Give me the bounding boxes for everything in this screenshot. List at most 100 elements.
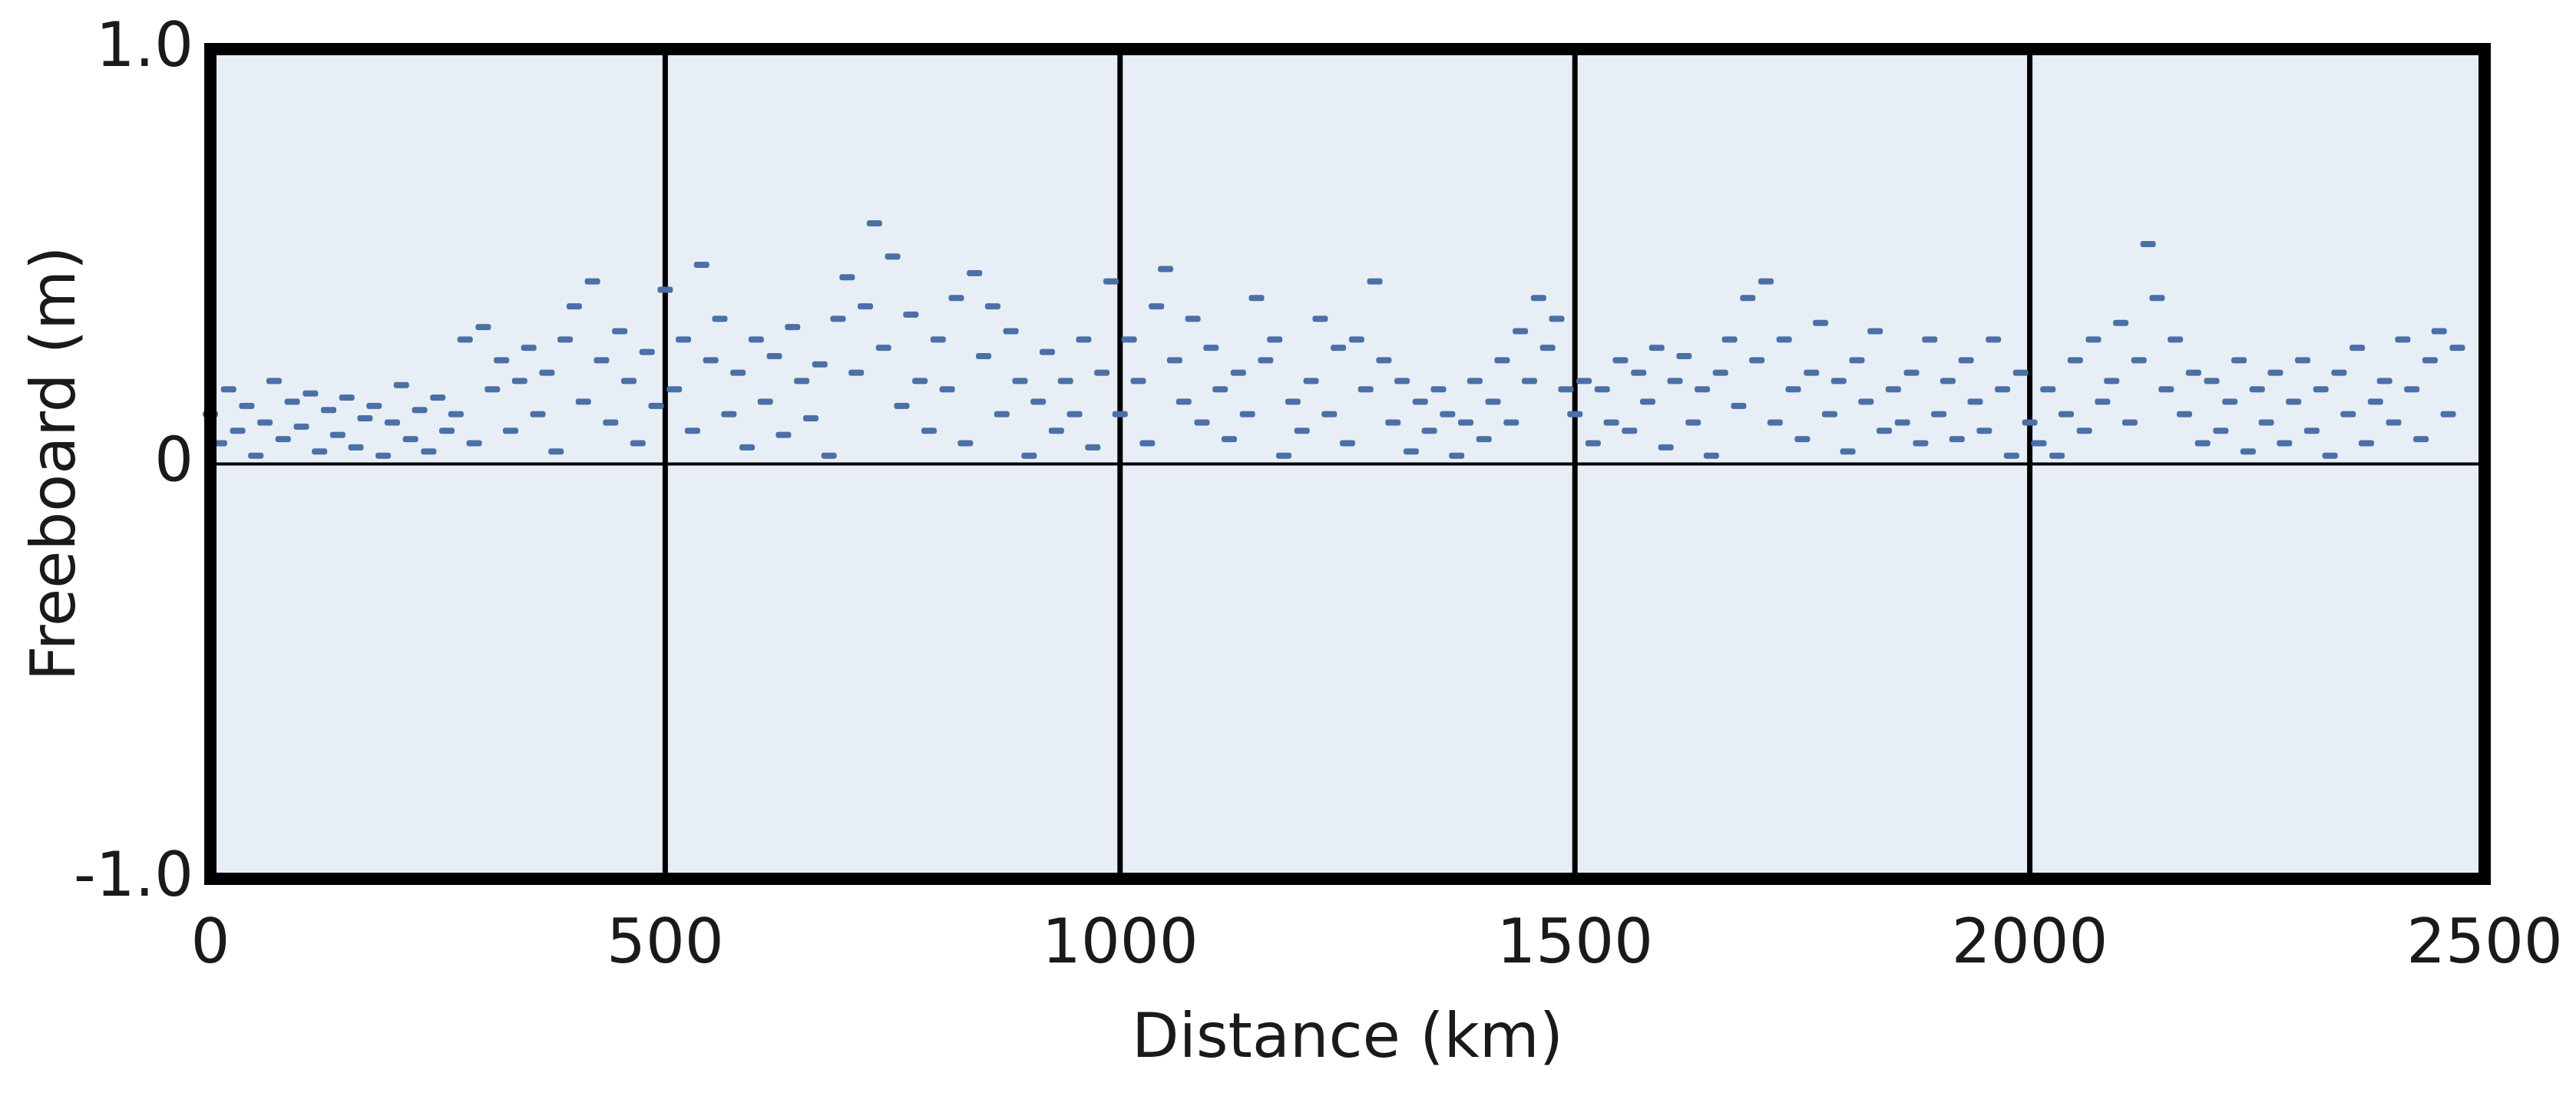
point (1785, 386, 1801, 393)
point (1530, 295, 1546, 302)
point (2303, 428, 2320, 434)
point (2322, 452, 2338, 459)
point (1085, 444, 1101, 451)
point (594, 357, 610, 364)
point (321, 407, 337, 414)
point (812, 361, 828, 368)
point (1467, 378, 1483, 385)
point (430, 395, 446, 401)
x-tick-label: 2500 (2406, 906, 2563, 977)
point (1048, 428, 1064, 434)
point (494, 357, 510, 364)
point (676, 336, 692, 343)
point (1303, 378, 1319, 385)
point (885, 253, 901, 260)
point (357, 415, 373, 422)
point (466, 440, 482, 447)
point (748, 336, 764, 343)
point (1594, 386, 1610, 393)
point (2076, 428, 2092, 434)
point (2204, 378, 2220, 385)
point (2240, 448, 2256, 455)
point (1103, 278, 1119, 285)
point (2121, 419, 2138, 426)
point (2113, 319, 2129, 326)
point (1285, 398, 1301, 405)
point (1121, 336, 1137, 343)
point (1758, 278, 1774, 285)
point (1030, 398, 1047, 405)
point (984, 303, 1000, 310)
point (721, 411, 737, 418)
point (1939, 378, 1956, 385)
x-tick-label: 2000 (1952, 906, 2108, 977)
point (557, 336, 574, 343)
point (2085, 336, 2101, 343)
point (412, 407, 428, 414)
point (1858, 398, 1874, 405)
point (348, 444, 364, 451)
y-tick-label: -1.0 (74, 839, 193, 910)
point (502, 428, 518, 434)
point (539, 369, 555, 376)
point (712, 315, 728, 322)
point (775, 431, 792, 438)
point (2249, 386, 2265, 393)
point (393, 381, 409, 388)
point (1494, 357, 1510, 364)
point (484, 386, 501, 393)
point (1003, 328, 1019, 335)
point (1040, 348, 1056, 355)
point (1149, 303, 1165, 310)
point (794, 378, 810, 385)
point (1176, 398, 1192, 405)
point (266, 378, 282, 385)
point (1539, 345, 1556, 352)
x-tick-label: 1500 (1496, 906, 1653, 977)
point (875, 345, 891, 352)
x-axis-label: Distance (km) (1132, 1000, 1563, 1071)
point (866, 220, 882, 227)
point (1367, 278, 1383, 285)
point (1685, 419, 1701, 426)
point (2404, 386, 2420, 393)
point (1794, 436, 1810, 443)
point (2222, 398, 2238, 405)
point (1239, 411, 1255, 418)
point (1321, 411, 1338, 418)
point (1331, 345, 1347, 352)
point (1567, 411, 1583, 418)
point (303, 390, 319, 397)
point (2131, 357, 2147, 364)
point (239, 402, 255, 409)
point (1312, 315, 1328, 322)
point (257, 419, 273, 426)
point (1057, 378, 1073, 385)
point (575, 398, 591, 405)
point (1440, 411, 1456, 418)
point (1194, 419, 1210, 426)
point (1903, 369, 1920, 376)
point (1158, 266, 1174, 272)
point (1631, 369, 1647, 376)
point (511, 378, 527, 385)
point (2049, 452, 2065, 459)
point (1421, 428, 1437, 434)
point (2277, 440, 2293, 447)
point (1357, 386, 1374, 393)
x-tick-label: 500 (607, 906, 724, 977)
point (2376, 378, 2392, 385)
point (2031, 440, 2047, 447)
point (1830, 378, 1847, 385)
point (1230, 369, 1246, 376)
point (1622, 428, 1638, 434)
point (366, 402, 382, 409)
point (1094, 369, 1110, 376)
point (1995, 386, 2011, 393)
point (1877, 428, 1893, 434)
point (375, 452, 392, 459)
point (1139, 440, 1156, 447)
point (293, 423, 309, 430)
point (2313, 386, 2329, 393)
point (1485, 398, 1501, 405)
